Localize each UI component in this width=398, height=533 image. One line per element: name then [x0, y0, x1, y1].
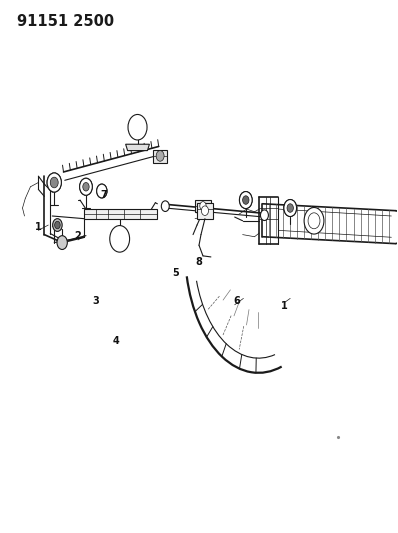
Circle shape	[240, 191, 252, 208]
Polygon shape	[195, 199, 211, 212]
Circle shape	[114, 231, 125, 246]
Text: 91151 2500: 91151 2500	[17, 14, 114, 29]
Circle shape	[304, 207, 324, 234]
Text: 5: 5	[172, 268, 179, 278]
Circle shape	[260, 210, 268, 221]
Circle shape	[284, 199, 297, 216]
Circle shape	[97, 184, 107, 198]
Polygon shape	[153, 150, 167, 163]
Text: 2: 2	[75, 231, 82, 241]
Text: 4: 4	[112, 336, 119, 346]
Circle shape	[240, 191, 252, 208]
Circle shape	[131, 118, 144, 137]
Circle shape	[287, 204, 293, 212]
Text: 1: 1	[281, 301, 288, 311]
Circle shape	[200, 201, 206, 210]
Polygon shape	[197, 203, 213, 219]
Circle shape	[110, 225, 130, 252]
Circle shape	[47, 173, 61, 192]
Circle shape	[80, 178, 92, 195]
Circle shape	[161, 201, 169, 212]
Circle shape	[128, 115, 147, 140]
Circle shape	[53, 219, 62, 231]
Circle shape	[97, 184, 107, 198]
Circle shape	[243, 196, 249, 204]
Circle shape	[308, 213, 320, 229]
Circle shape	[284, 199, 297, 216]
Circle shape	[83, 182, 89, 191]
Text: 8: 8	[195, 257, 203, 267]
Circle shape	[111, 227, 129, 251]
Circle shape	[57, 236, 67, 249]
Circle shape	[47, 173, 61, 192]
Polygon shape	[84, 209, 157, 219]
Text: 7: 7	[100, 190, 107, 200]
Circle shape	[80, 178, 92, 195]
Text: 6: 6	[233, 296, 240, 306]
Text: 3: 3	[92, 296, 99, 306]
Circle shape	[156, 151, 164, 161]
Text: 1: 1	[35, 222, 42, 232]
Circle shape	[201, 206, 209, 215]
Polygon shape	[126, 144, 149, 151]
Circle shape	[55, 221, 60, 229]
Circle shape	[50, 177, 58, 188]
